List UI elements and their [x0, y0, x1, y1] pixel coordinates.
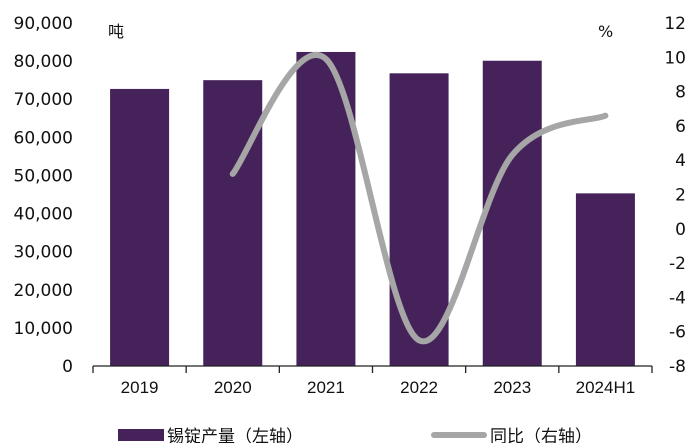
left-axis-ticks: 0 10,000 20,000 30,000 40,000 50,000 60,000 70,… — [14, 14, 73, 377]
x-tick-label: 2020 — [214, 378, 252, 397]
left-tick-label: 0 — [62, 357, 73, 377]
legend: 锡锭产量（左轴） 同比（右轴） — [118, 427, 592, 443]
right-tick-label: 10 — [664, 48, 686, 68]
right-tick-label: 12 — [664, 14, 686, 34]
bar — [482, 60, 542, 366]
left-tick-label: 80,000 — [14, 52, 73, 72]
left-tick-label: 10,000 — [14, 319, 73, 339]
x-tick-label: 2021 — [307, 378, 345, 397]
bar — [389, 73, 449, 366]
left-axis-unit: 吨 — [108, 22, 124, 41]
right-tick-label: 6 — [675, 117, 686, 137]
x-tick-label: 2023 — [493, 378, 531, 397]
right-axis-ticks: -8 -6 -4 -2 0 2 4 6 8 10 12 — [664, 14, 686, 377]
bars — [110, 51, 635, 367]
right-tick-label: 8 — [675, 83, 686, 103]
left-tick-label: 20,000 — [14, 281, 73, 301]
left-tick-label: 40,000 — [14, 205, 73, 225]
x-tick-label: 2019 — [121, 378, 159, 397]
right-tick-label: 2 — [675, 186, 686, 206]
left-tick-label: 60,000 — [14, 128, 73, 148]
bar — [110, 88, 170, 366]
right-tick-label: -4 — [669, 288, 686, 308]
legend-label-bar: 锡锭产量（左轴） — [167, 427, 303, 443]
legend-swatch-bar — [118, 429, 164, 441]
right-tick-label: -6 — [669, 323, 686, 343]
bar — [203, 80, 263, 367]
x-tick-label: 2022 — [400, 378, 438, 397]
legend-label-line: 同比（右轴） — [490, 427, 592, 443]
series-line-yoy — [229, 52, 609, 345]
bar — [575, 193, 635, 366]
right-axis-unit: % — [598, 22, 613, 41]
left-tick-label: 90,000 — [14, 14, 73, 34]
right-tick-label: -8 — [669, 357, 686, 377]
left-tick-label: 30,000 — [14, 243, 73, 263]
right-tick-label: 0 — [675, 220, 686, 240]
left-tick-label: 70,000 — [14, 90, 73, 110]
right-tick-label: -2 — [669, 254, 686, 274]
right-tick-label: 4 — [675, 151, 686, 171]
left-tick-label: 50,000 — [14, 166, 73, 186]
x-axis-ticks: 2019 2020 2021 2022 2023 2024H1 — [92, 366, 653, 397]
x-tick-label: 2024H1 — [576, 378, 636, 397]
